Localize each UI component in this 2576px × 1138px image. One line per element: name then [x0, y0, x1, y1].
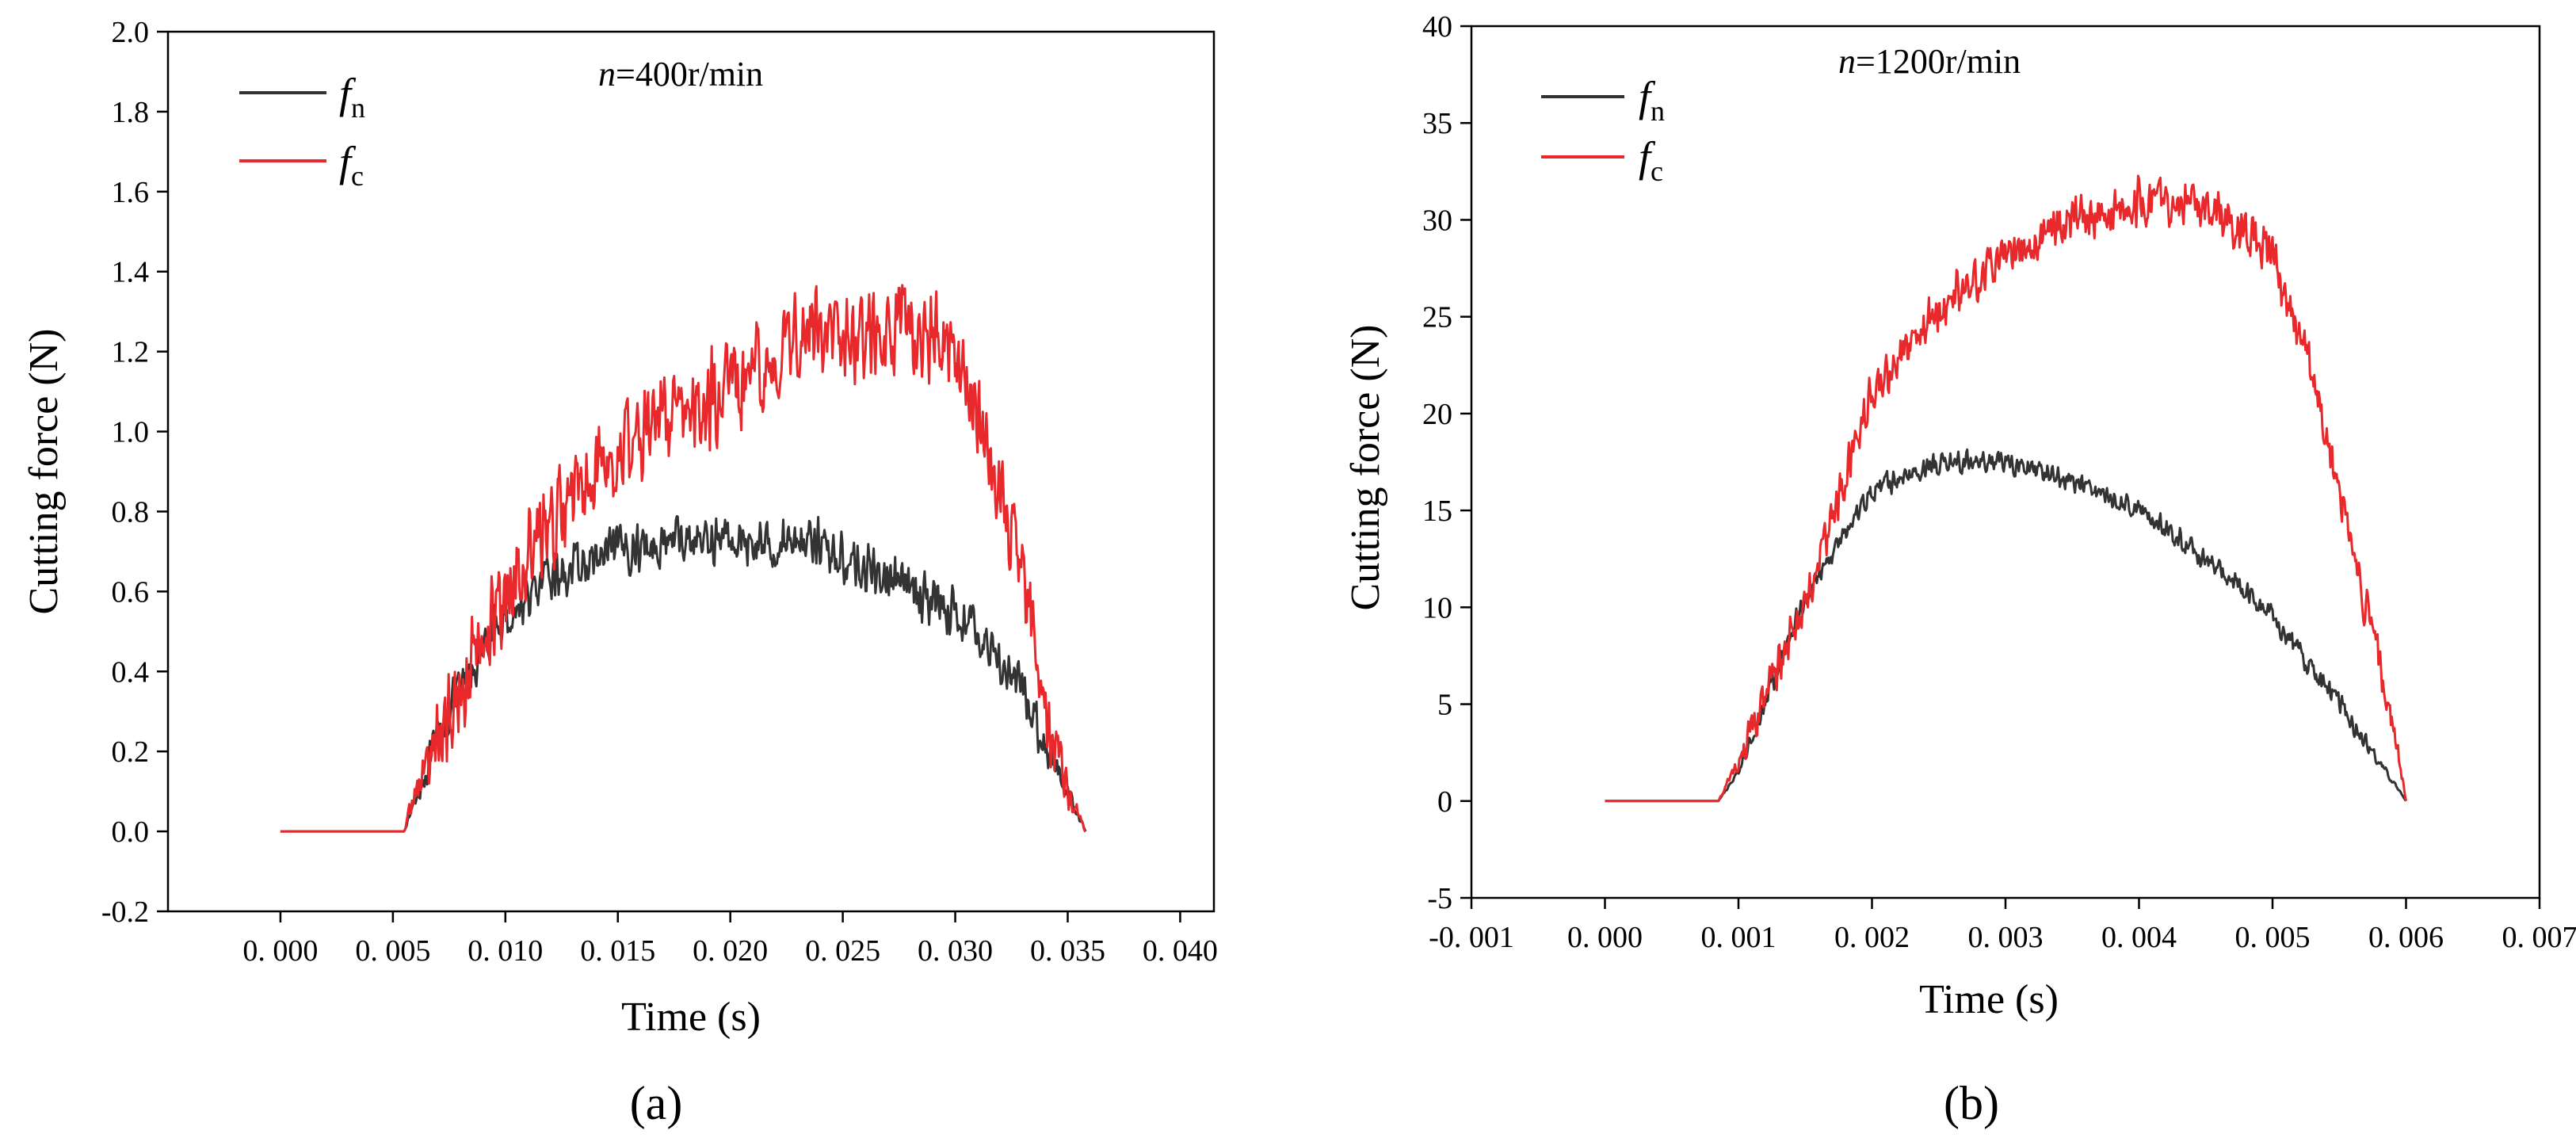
speed-variable-b: n: [1838, 42, 1856, 81]
series-layer-a: [280, 284, 1087, 833]
speed-annotation-a: n=400r/min: [598, 55, 763, 94]
y-tick-label-b: 5: [1437, 689, 1452, 722]
series-layer-b: [1605, 174, 2407, 803]
y-tick-label-a: 1.2: [112, 336, 150, 369]
panel-label-b: (b): [1944, 1077, 1999, 1129]
y-tick-label-b: 15: [1422, 495, 1452, 528]
y-tick-label-a: 0.8: [112, 495, 150, 529]
x-tick-label-b: 0. 006: [2368, 921, 2444, 954]
y-tick-label-b: 20: [1422, 398, 1452, 431]
y-tick-label-a: 0.0: [112, 815, 150, 849]
y-tick-label-a: 0.4: [112, 655, 150, 689]
panel-label-a: (a): [630, 1077, 683, 1129]
legend-a: fn fc: [239, 70, 365, 192]
x-tick-label-b: 0. 001: [1701, 921, 1776, 954]
y-tick-label-a: 1.8: [112, 96, 150, 129]
y-tick-label-a: 1.6: [112, 176, 150, 209]
plot-area-a: [166, 30, 1215, 913]
x-tick-label-b: 0. 000: [1567, 921, 1643, 954]
legend-label-fc-b: fc: [1639, 133, 1663, 187]
y-axis-title-b: Cutting force (N): [1343, 324, 1388, 610]
x-tick-label-a: 0. 000: [242, 934, 318, 968]
x-tick-label-a: 0. 040: [1143, 934, 1218, 968]
x-tick-label-b: 0. 004: [2101, 921, 2177, 954]
x-tick-label-a: 0. 005: [355, 934, 430, 968]
series-line-fc-a: [280, 284, 1086, 833]
x-tick-label-a: 0. 025: [805, 934, 880, 968]
legend-b: fn fc: [1541, 73, 1665, 187]
chart-panel-a: 0. 000 0. 005 0. 010 0. 015 0. 020 0. 025 0. 0…: [21, 16, 1218, 1129]
chart-panel-b: -0. 001 0. 000 0. 001 0. 002 0. 003 0. 004 0. …: [1343, 10, 2576, 1129]
legend-label-fc-a: fc: [339, 138, 364, 192]
legend-label-fn-b: fn: [1639, 73, 1665, 127]
y-tick-label-a: -0.2: [101, 896, 149, 929]
y-tick-label-b: 10: [1422, 591, 1452, 624]
x-tick-label-a: 0. 015: [580, 934, 655, 968]
y-tick-label-b: 0: [1437, 785, 1452, 819]
speed-value-b: =1200r/min: [1856, 42, 2021, 81]
y-tick-label-a: 1.0: [112, 416, 150, 449]
x-axis-title-a: Time (s): [621, 995, 761, 1040]
speed-value-a: =400r/min: [616, 55, 763, 94]
speed-annotation-b: n=1200r/min: [1838, 42, 2021, 81]
y-tick-label-a: 2.0: [112, 16, 150, 49]
y-tick-label-a: 0.2: [112, 735, 150, 769]
x-tick-label-a: 0. 035: [1030, 934, 1105, 968]
y-tick-label-b: 40: [1422, 10, 1452, 44]
x-axis-title-b: Time (s): [1919, 977, 2059, 1022]
x-tick-label-b: 0. 002: [1834, 921, 1910, 954]
y-axis-title-a: Cutting force (N): [21, 328, 67, 614]
y-tick-label-b: 25: [1422, 301, 1452, 334]
x-tick-label-b: -0. 001: [1429, 921, 1514, 954]
x-tick-label-a: 0. 030: [918, 934, 993, 968]
x-tick-label-b: 0. 005: [2235, 921, 2311, 954]
x-tick-label-b: 0. 003: [1968, 921, 2044, 954]
y-tick-label-b: 35: [1422, 107, 1452, 140]
series-line-fc-b: [1605, 174, 2407, 803]
series-line-fn-a: [280, 515, 1087, 833]
y-tick-label-a: 1.4: [112, 256, 150, 289]
speed-variable-a: n: [598, 55, 616, 94]
y-tick-label-a: 0.6: [112, 575, 150, 609]
y-tick-label-b: 30: [1422, 204, 1452, 237]
x-tick-label-a: 0. 020: [693, 934, 768, 968]
legend-label-fn-a: fn: [339, 70, 365, 124]
series-line-fn-b: [1605, 448, 2407, 803]
x-tick-label-a: 0. 010: [467, 934, 543, 968]
x-tick-label-b: 0. 007: [2502, 921, 2576, 954]
y-tick-label-b: -5: [1427, 882, 1452, 915]
